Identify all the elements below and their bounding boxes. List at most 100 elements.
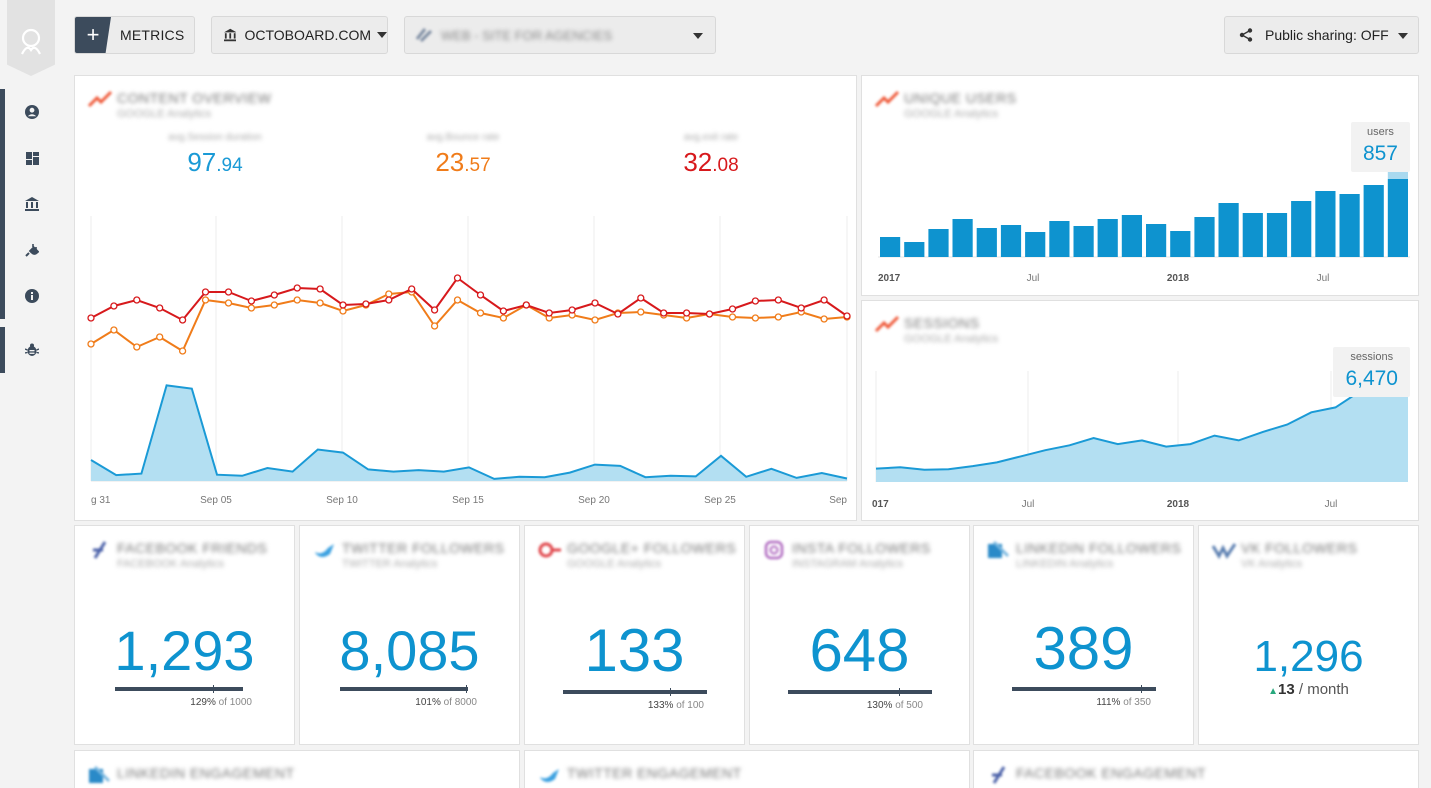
stat-card-vk-followers[interactable]: VK FOLLOWERS VK Analytics 1,296 ▲13 / mo… — [1198, 525, 1419, 745]
octoboard-logo[interactable] — [7, 0, 55, 76]
bounce-rate-point — [201, 296, 210, 304]
exit-rate-point — [476, 291, 485, 299]
bounce-rate-point — [178, 347, 187, 355]
bounce-rate-point — [774, 313, 782, 321]
widget-header: GOOGLE+ FOLLOWERS GOOGLE Analytics — [537, 540, 736, 570]
widget-title: SESSIONS — [904, 315, 980, 331]
widget-subtitle: VK Analytics — [1241, 558, 1303, 570]
exit-rate-point — [545, 309, 553, 317]
linkedin-icon — [89, 765, 111, 783]
badge-value: 6,470 — [1345, 367, 1398, 390]
widget-title: TWITTER ENGAGEMENT — [567, 765, 742, 781]
exit-rate-point — [110, 302, 118, 310]
sidebar-secondary-group — [0, 327, 5, 373]
exit-rate-point — [293, 284, 301, 292]
exit-rate-point — [660, 309, 668, 317]
widget-header: LINKEDIN FOLLOWERS LINKEDIN Analytics — [986, 540, 1181, 570]
sidebar-item-account[interactable] — [22, 102, 42, 122]
widget-title: GOOGLE+ FOLLOWERS — [567, 540, 737, 556]
google-analytics-icon — [874, 315, 900, 333]
octopus-logo-icon — [21, 28, 41, 55]
linkedin-engagement-widget[interactable]: LINKEDIN ENGAGEMENT — [74, 750, 520, 788]
google-analytics-icon — [87, 90, 113, 108]
dashboard-selector[interactable]: WEB - SITE FOR AGENCIES — [404, 16, 716, 54]
facebook-engagement-widget[interactable]: FACEBOOK ENGAGEMENT — [973, 750, 1419, 788]
sessions-badge: sessions 6,470 — [1333, 347, 1410, 397]
bug-icon — [25, 343, 39, 356]
sidebar-item-report-bug[interactable] — [22, 340, 42, 360]
widget-subtitle: TWITTER Analytics — [342, 558, 438, 570]
bounce-rate-point — [476, 309, 485, 317]
exit-rate-point — [453, 274, 462, 282]
bounce-rate-point — [820, 315, 828, 323]
bounce-rate-point — [224, 299, 233, 307]
stat-card-linkedin-followers[interactable]: LINKEDIN FOLLOWERS LINKEDIN Analytics 38… — [973, 525, 1194, 745]
bounce-rate-point — [637, 308, 645, 316]
unique-users-widget[interactable]: UNIQUE USERS GOOGLE Analytics 2017 Jul 201… — [861, 75, 1419, 296]
users-badge: users 857 — [1350, 122, 1410, 172]
goal-text: 129% of 1000 — [190, 697, 252, 708]
widget-title: FACEBOOK ENGAGEMENT — [1016, 765, 1206, 781]
bounce-rate-point — [293, 296, 301, 304]
sessions-widget[interactable]: SESSIONS GOOGLE Analytics 017 Jul 2018 Jul … — [861, 300, 1419, 521]
widget-header: TWITTER FOLLOWERS TWITTER Analytics — [312, 540, 505, 570]
sidebar — [0, 0, 64, 788]
widget-subtitle: LINKEDIN Analytics — [1016, 558, 1114, 570]
trend-indicator: ▲13 / month — [1199, 681, 1418, 698]
dashboard-type-icon — [415, 28, 433, 43]
public-sharing-dropdown[interactable]: Public sharing: OFF — [1224, 16, 1419, 54]
goal-text: 101% of 8000 — [415, 697, 477, 708]
stat-value: 648 — [809, 617, 910, 684]
widget-title: TWITTER FOLLOWERS — [342, 540, 505, 556]
x-tick-label: 2018 — [1167, 273, 1190, 284]
stat-value: 133 — [584, 617, 685, 684]
kpi-session-duration: avg.Session duration 97.94 — [135, 132, 295, 178]
exit-rate-point — [499, 307, 508, 315]
trend-unit: / month — [1298, 681, 1349, 698]
bar — [1097, 219, 1118, 257]
x-tick-label: Jul — [1022, 499, 1035, 510]
bounce-rate-point — [453, 296, 462, 304]
info-icon — [25, 289, 39, 303]
goal-marker — [670, 688, 671, 696]
sidebar-item-info[interactable] — [22, 286, 42, 306]
bounce-rate-point — [156, 333, 164, 341]
stat-card-insta-followers[interactable]: INSTA FOLLOWERS INSTAGRAM Analytics 648 … — [749, 525, 970, 745]
bar — [928, 229, 949, 257]
stat-card-google-plus-followers[interactable]: GOOGLE+ FOLLOWERS GOOGLE Analytics 133 1… — [524, 525, 745, 745]
stat-card-twitter-followers[interactable]: TWITTER FOLLOWERS TWITTER Analytics 8,08… — [299, 525, 520, 745]
exit-rate-point — [87, 314, 95, 322]
widget-subtitle: GOOGLE Analytics — [567, 558, 662, 570]
exit-rate-point — [362, 300, 370, 308]
x-tick-label: Sep — [829, 495, 847, 506]
twitter-engagement-widget[interactable]: TWITTER ENGAGEMENT — [524, 750, 970, 788]
add-metrics-button[interactable]: + METRICS — [74, 16, 195, 54]
stat-card-facebook-friends[interactable]: FACEBOOK FRIENDS FACEBOOK Analytics 1,29… — [74, 525, 295, 745]
widget-subtitle: GOOGLE Analytics — [904, 108, 999, 120]
sidebar-item-dashboards[interactable] — [22, 148, 42, 168]
bounce-rate-point — [339, 307, 347, 315]
widget-header: INSTA FOLLOWERS INSTAGRAM Analytics — [762, 540, 931, 570]
widget-subtitle: INSTAGRAM Analytics — [792, 558, 904, 570]
kpi-label: avg.exit rate — [683, 132, 739, 143]
bar-projection — [1387, 170, 1408, 179]
bar — [1387, 179, 1408, 257]
kpi-value: 32.08 — [683, 147, 739, 177]
goal-marker — [899, 688, 900, 696]
x-tick-label: Sep 20 — [578, 495, 610, 506]
bounce-rate-point — [430, 322, 439, 330]
content-overview-chart: g 31 Sep 05 Sep 10 Sep 15 Sep 20 Sep 25 Sep — [87, 216, 851, 506]
facebook-icon — [992, 766, 1006, 784]
sidebar-item-integrations[interactable] — [22, 240, 42, 260]
google-analytics-icon — [874, 90, 900, 108]
bar — [1291, 201, 1312, 257]
kpi-label: avg.Session duration — [168, 132, 262, 143]
x-tick-label: 2018 — [1167, 499, 1190, 510]
organization-selector[interactable]: OCTOBOARD.COM — [211, 16, 388, 54]
widget-title: LINKEDIN ENGAGEMENT — [117, 765, 295, 781]
sidebar-item-organizations[interactable] — [22, 194, 42, 214]
exit-rate-point — [705, 310, 714, 318]
plus-icon: + — [75, 17, 111, 53]
content-overview-widget[interactable]: CONTENT OVERVIEW GOOGLE Analytics avg.Se… — [74, 75, 857, 521]
plug-icon — [25, 244, 39, 257]
